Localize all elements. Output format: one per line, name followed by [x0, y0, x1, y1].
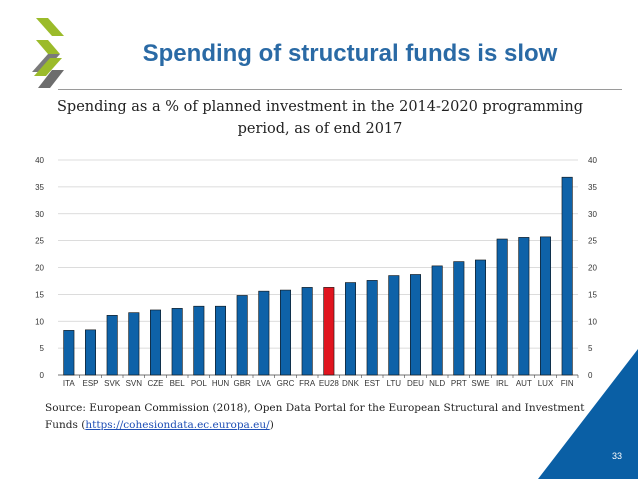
bar-ita [63, 330, 75, 376]
x-tick-label: HUN [212, 379, 230, 388]
y-tick-label-left: 5 [40, 344, 45, 353]
bar-cze [150, 309, 162, 376]
y-tick-label-left: 10 [35, 317, 44, 326]
logo-chevron-top [36, 18, 64, 36]
x-tick-label: PRT [451, 379, 467, 388]
source-note: Source: European Commission (2018), Open… [45, 400, 585, 434]
logo-chevron-bottom [34, 58, 62, 76]
y-tick-label-left: 40 [35, 156, 44, 165]
corner-triangle [538, 349, 638, 479]
y-tick-label-right: 5 [588, 344, 593, 353]
bar-ltu [388, 275, 400, 376]
y-tick-label-left: 25 [35, 237, 44, 246]
bar-bel [171, 308, 183, 376]
y-tick-label-left: 35 [35, 183, 44, 192]
y-tick-label-left: 30 [35, 210, 44, 219]
bar-gbr [236, 295, 248, 376]
x-tick-label: EU28 [319, 379, 340, 388]
bar-fin [561, 176, 573, 376]
bar-swe [474, 259, 486, 376]
bar-aut [518, 237, 530, 376]
x-tick-label: IRL [496, 379, 509, 388]
x-tick-label: EST [364, 379, 380, 388]
x-tick-label: DEU [407, 379, 424, 388]
y-tick-label-left: 20 [35, 264, 44, 273]
x-tick-label: CZE [148, 379, 164, 388]
bar-hun [215, 305, 227, 376]
logo-chevron-mid [36, 40, 60, 54]
x-tick-label: LUX [538, 379, 554, 388]
x-tick-label: ITA [63, 379, 76, 388]
chart-title: Spending as a % of planned investment in… [57, 99, 583, 137]
bar-svk [106, 315, 118, 376]
x-tick-label: SVK [104, 379, 121, 388]
bar-est [366, 280, 378, 376]
x-tick-label: GRC [277, 379, 295, 388]
bar-deu [409, 274, 421, 376]
x-tick-label: SWE [471, 379, 489, 388]
y-tick-label-right: 15 [588, 290, 597, 299]
x-tick-label: FIN [561, 379, 574, 388]
x-tick-label: DNK [342, 379, 360, 388]
slide-title: Spending of structural funds is slow [142, 40, 558, 67]
bar-nld [431, 265, 443, 376]
y-tick-label-right: 20 [588, 264, 597, 273]
y-tick-label-left: 0 [40, 371, 45, 380]
bar-svn [128, 312, 140, 376]
y-tick-label-right: 0 [588, 371, 593, 380]
x-tick-label: NLD [429, 379, 445, 388]
x-tick-label: ESP [82, 379, 98, 388]
y-tick-label-left: 15 [35, 290, 44, 299]
bar-grc [279, 289, 291, 376]
x-tick-label: POL [191, 379, 208, 388]
bar-prt [453, 261, 465, 376]
x-tick-label: GBR [233, 379, 251, 388]
y-tick-label-right: 25 [588, 237, 597, 246]
y-tick-label-right: 35 [588, 183, 597, 192]
y-tick-label-right: 40 [588, 156, 597, 165]
bar-lva [258, 290, 270, 376]
bar-lux [539, 236, 551, 376]
x-tick-label: LVA [257, 379, 272, 388]
source-link[interactable]: https://cohesiondata.ec.europa.eu/ [85, 419, 270, 431]
x-tick-label: LTU [387, 379, 402, 388]
bar-pol [193, 305, 205, 376]
x-tick-label: FRA [299, 379, 316, 388]
oecd-logo [32, 18, 64, 88]
y-tick-label-right: 10 [588, 317, 597, 326]
y-tick-label-right: 30 [588, 210, 597, 219]
corner-decoration [538, 349, 638, 479]
title-divider [58, 89, 622, 90]
logo-chevron-low [38, 70, 64, 88]
bar-eu28-highlight [323, 287, 335, 376]
source-suffix: ) [269, 419, 274, 431]
x-tick-label: AUT [516, 379, 532, 388]
x-tick-label: BEL [170, 379, 186, 388]
x-tick-label: SVN [126, 379, 143, 388]
bar-irl [496, 238, 508, 376]
bar-dnk [344, 282, 356, 376]
page-number: 33 [611, 451, 622, 461]
bar-esp [85, 329, 97, 376]
bar-fra [301, 287, 313, 376]
source-text: Source: European Commission (2018), Open… [45, 402, 585, 431]
